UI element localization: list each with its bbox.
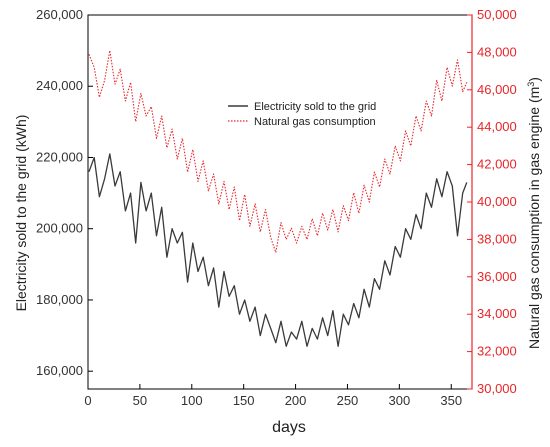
y-right-tick-label: 30,000 (477, 381, 517, 396)
x-tick-label: 350 (440, 393, 462, 408)
x-axis-title: days (272, 419, 306, 436)
y-axis-right: 30,000 32,000 34,000 36,000 38,000 40,000 42,0… (467, 7, 517, 396)
y-right-tick-label: 42,000 (477, 157, 517, 172)
y-right-tick-label: 50,000 (477, 7, 517, 22)
y-left-tick-label: 160,000 (36, 363, 83, 378)
y-right-tick-label: 46,000 (477, 82, 517, 97)
y-left-tick-label: 200,000 (36, 221, 83, 236)
y-right-tick-label: 32,000 (477, 344, 517, 359)
y-right-tick-label: 44,000 (477, 119, 517, 134)
y-left-tick-label: 240,000 (36, 78, 83, 93)
x-tick-label: 200 (285, 393, 307, 408)
plot-area (87, 14, 473, 390)
y-right-tick-label: 40,000 (477, 194, 517, 209)
series-line-electricity (88, 153, 468, 347)
x-tick-label: 250 (337, 393, 359, 408)
y-right-tick-label: 36,000 (477, 269, 517, 284)
x-tick-label: 0 (84, 393, 91, 408)
x-tick-label: 100 (181, 393, 203, 408)
y-right-tick-label: 34,000 (477, 306, 517, 321)
y-axis-title-right-sup: 3 (526, 82, 536, 87)
legend-label-electricity: Electricity sold to the grid (254, 101, 376, 113)
x-tick-label: 150 (233, 393, 255, 408)
x-axis: 0 50 100 150 200 250 300 350 (84, 384, 462, 408)
legend: Electricity sold to the grid Natural gas… (228, 101, 376, 128)
series-layer (88, 49, 468, 347)
y-left-tick-label: 260,000 (36, 7, 83, 22)
y-left-tick-label: 220,000 (36, 149, 83, 164)
y-axis-title-right-main: Natural gas consumption in gas engine (m (526, 87, 542, 349)
x-tick-label: 300 (388, 393, 410, 408)
y-axis-left: 160,000 180,000 200,000 220,000 240,000 260,0… (36, 7, 93, 378)
series-line-gas (88, 49, 468, 254)
y-right-tick-label: 38,000 (477, 231, 517, 246)
y-axis-title-left: Electricity sold to the grid (kWh) (13, 115, 29, 312)
y-left-tick-label: 180,000 (36, 292, 83, 307)
y-axis-title-right-close: ) (526, 77, 542, 82)
x-tick-label: 50 (133, 393, 147, 408)
y-axis-title-right: Natural gas consumption in gas engine (m… (526, 77, 542, 349)
legend-label-gas: Natural gas consumption (254, 116, 376, 128)
y-right-tick-label: 48,000 (477, 44, 517, 59)
plot-frame (87, 14, 473, 390)
